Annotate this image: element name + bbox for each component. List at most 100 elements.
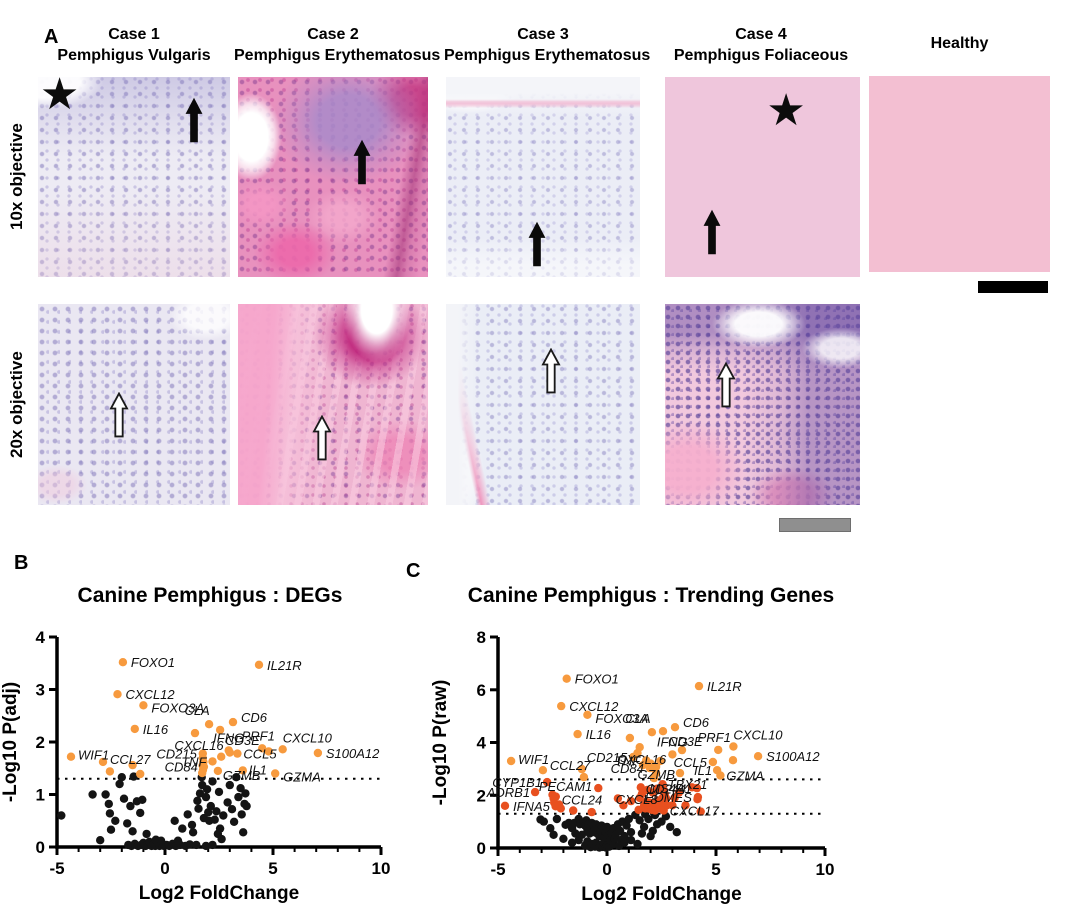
data-point — [219, 811, 228, 820]
gene-label-CXCL16: CXCL16 — [617, 752, 667, 767]
open-arrow-icon — [541, 348, 561, 394]
data-point-WIF1 — [506, 756, 516, 766]
column-header-case2: Case 2 Pemphigus Erythematosus — [234, 24, 441, 66]
gene-label-GZMB: GZMB — [223, 768, 261, 783]
data-point — [624, 814, 633, 824]
column-header-case3: Case 3 Pemphigus Erythematosus — [444, 24, 650, 66]
data-point — [111, 816, 120, 825]
gene-label-WIF1: WIF1 — [78, 748, 109, 763]
data-point — [569, 806, 578, 815]
data-point — [587, 807, 596, 817]
case1-diagnosis: Pemphigus Vulgaris — [57, 47, 211, 64]
gene-label-ADRB1: ADRB1 — [486, 785, 530, 800]
y-tick-label: 0 — [477, 839, 486, 858]
case3-title: Case 3 — [517, 26, 569, 43]
data-point — [202, 785, 212, 794]
data-point-IFNG — [668, 750, 677, 759]
data-point — [215, 824, 225, 833]
gene-label-IL1: IL1 — [249, 762, 267, 777]
data-point — [229, 817, 239, 826]
data-point — [637, 829, 647, 838]
gene-label-FOXO3A: FOXO3A — [151, 700, 204, 715]
gene-label-S100A12: S100A12 — [326, 746, 380, 761]
data-point-IL1 — [238, 766, 247, 775]
data-point — [622, 821, 631, 830]
data-point — [237, 810, 246, 819]
data-point — [128, 827, 137, 836]
solid-arrow-icon — [353, 139, 371, 185]
case4-title: Case 4 — [735, 26, 787, 43]
histology-case4-10x: ★ — [665, 77, 860, 277]
data-point-IL21R — [694, 681, 704, 691]
y-tick-label: 3 — [36, 681, 45, 700]
solid-arrow-icon — [703, 209, 721, 255]
data-point — [210, 815, 219, 824]
data-point — [195, 789, 205, 798]
gene-label-CXCL12: CXCL12 — [126, 687, 176, 702]
y-axis-title: -Log10 P(raw) — [430, 680, 451, 806]
data-point — [198, 768, 207, 778]
data-point — [136, 808, 145, 818]
data-point — [674, 788, 684, 797]
data-point — [101, 790, 110, 799]
healthy-title: Healthy — [930, 35, 989, 52]
x-axis-title: Log2 FoldChange — [139, 883, 299, 904]
gene-label-TNF: TNF — [181, 754, 207, 769]
x-tick-label: 0 — [602, 860, 611, 879]
data-point — [539, 817, 548, 826]
x-tick-label: 10 — [816, 860, 835, 879]
data-point-CCL27 — [98, 757, 108, 767]
data-point — [625, 733, 635, 743]
case2-diagnosis: Pemphigus Erythematosus — [234, 47, 441, 64]
data-point — [123, 819, 132, 828]
data-point — [577, 830, 587, 839]
row-label-10x-objective: 10x objective — [7, 123, 26, 231]
case2-title: Case 2 — [307, 26, 359, 43]
gene-label-IL21R: IL21R — [267, 658, 302, 673]
data-point — [567, 838, 577, 847]
data-point-CXCL16 — [190, 728, 200, 738]
y-tick-label: 0 — [36, 838, 45, 857]
data-point — [728, 756, 738, 765]
gene-label-TNF: TNF — [615, 753, 641, 768]
data-point — [652, 784, 662, 793]
gene-label-CD6: CD6 — [683, 715, 710, 730]
gene-label-PECAM1: PECAM1 — [539, 779, 592, 794]
gene-label-CXCL10: CXCL10 — [283, 730, 333, 745]
gene-label-CYP1B1: CYP1B1 — [492, 775, 542, 790]
data-point — [638, 761, 648, 770]
gene-label-CCL5: CCL5 — [243, 747, 277, 762]
data-point — [613, 794, 623, 803]
data-point — [549, 830, 558, 839]
data-point — [656, 756, 665, 766]
data-point — [579, 772, 589, 782]
scale-bar-gray — [779, 518, 851, 532]
gene-label-CD215: CD215 — [156, 747, 197, 762]
data-point-GZMA — [716, 771, 725, 780]
data-point — [639, 822, 649, 832]
data-point-CXCL10 — [729, 742, 738, 751]
gene-label-CLA: CLA — [625, 711, 650, 726]
gene-label-IL16: IL16 — [143, 722, 169, 737]
data-point — [649, 773, 659, 783]
panel-b-label: B — [14, 552, 29, 574]
histology-case1-20x — [38, 304, 230, 505]
data-point-PRF1 — [714, 745, 723, 755]
gene-label-PRF1: PRF1 — [242, 728, 275, 743]
histology-case3-10x — [446, 77, 640, 277]
open-arrow-icon — [716, 362, 736, 408]
histology-case4-20x — [665, 304, 860, 505]
data-point — [201, 841, 211, 851]
data-point-TNF — [208, 757, 217, 766]
data-point — [571, 829, 580, 838]
data-point — [217, 752, 226, 761]
data-point — [633, 748, 642, 758]
data-point-GZMA — [271, 769, 280, 778]
histology-case1-10x: ★ — [38, 77, 230, 277]
data-point — [241, 789, 250, 798]
data-point-CD6 — [228, 717, 238, 727]
data-point — [225, 780, 234, 790]
data-point — [129, 772, 138, 781]
